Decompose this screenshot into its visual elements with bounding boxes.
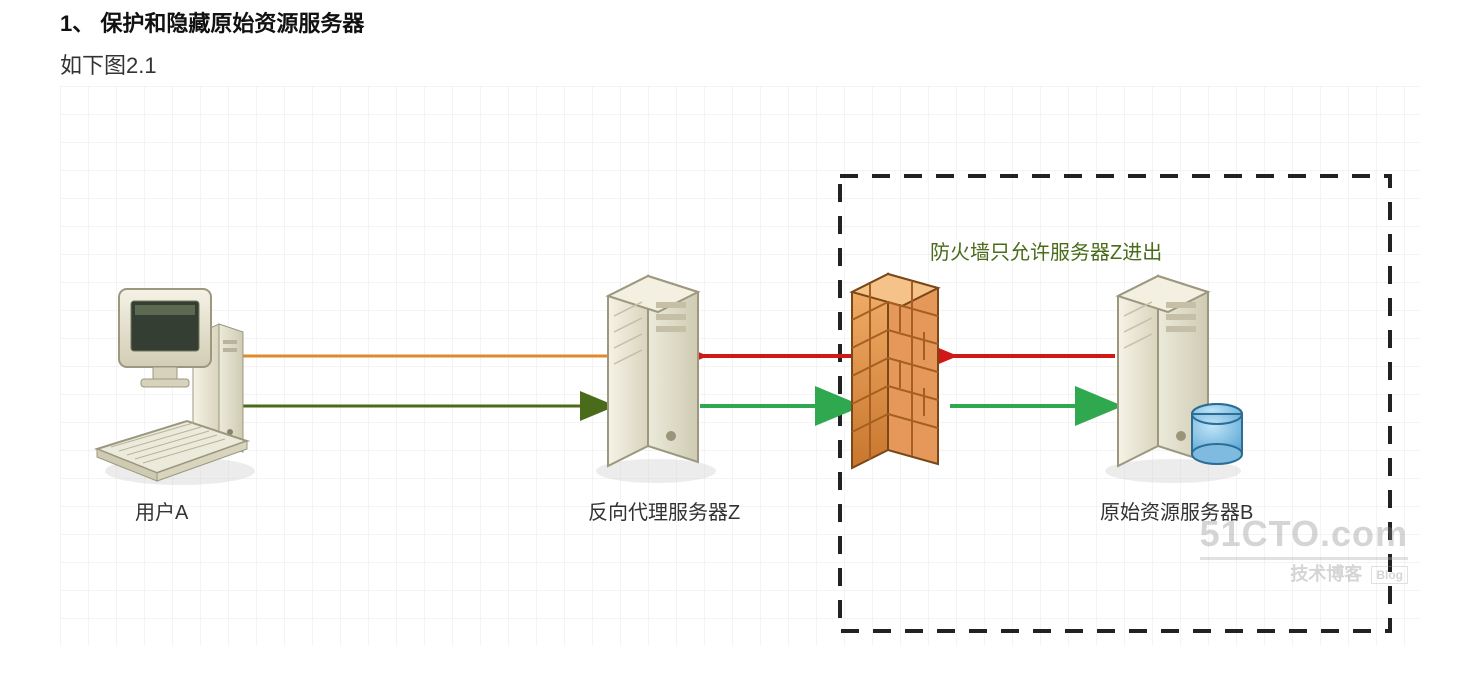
- section-heading: 1、 保护和隐藏原始资源服务器: [60, 6, 1420, 38]
- firewall-icon: [852, 274, 938, 468]
- page-root: 1、 保护和隐藏原始资源服务器 如下图2.1: [0, 0, 1460, 696]
- user-a-label: 用户A: [135, 496, 188, 525]
- firewall-note: 防火墙只允许服务器Z进出: [930, 236, 1162, 265]
- figure-caption: 如下图2.1: [60, 48, 1420, 80]
- network-diagram: 用户A 反向代理服务器Z 原始资源服务器B 防火墙只允许服务器Z进出 51CTO…: [60, 86, 1420, 646]
- grid-background: [60, 86, 1420, 646]
- origin-b-label: 原始资源服务器B: [1100, 496, 1253, 525]
- proxy-z-label: 反向代理服务器Z: [588, 496, 740, 525]
